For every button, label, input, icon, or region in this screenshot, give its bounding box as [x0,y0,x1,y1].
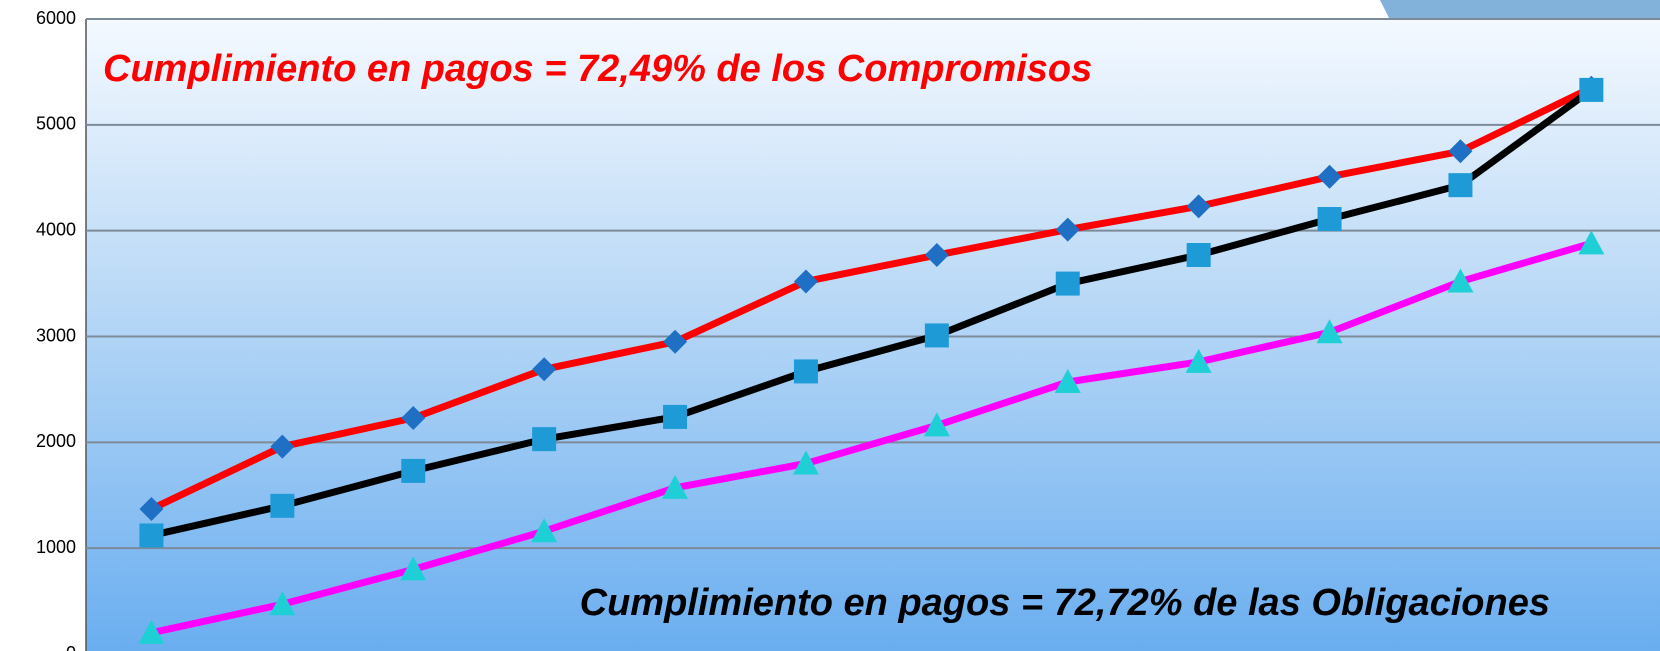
marker [1317,164,1342,189]
marker [663,329,688,354]
marker [1054,369,1081,394]
marker [793,359,818,384]
series-line [150,87,1594,539]
marker [1579,77,1604,102]
marker [270,434,295,459]
y-tick-label: 2000 [36,431,76,451]
marker [139,497,164,522]
y-tick-label: 6000 [36,8,76,28]
marker [924,323,949,348]
marker [1055,217,1080,242]
marker [400,556,427,581]
marker [792,450,819,475]
marker [1578,230,1605,255]
marker [139,523,164,548]
marker [532,357,557,382]
marker [663,404,688,429]
marker [923,412,950,437]
marker [1186,194,1211,219]
marker [1317,207,1342,232]
decoration [1380,0,1660,20]
marker [531,518,558,543]
marker [1448,173,1473,198]
y-tick-label: 1000 [36,537,76,557]
marker [269,591,296,616]
y-tick-label: 3000 [36,325,76,345]
marker [662,474,689,499]
marker [138,619,165,644]
y-tick-label: 5000 [36,114,76,134]
series-line [149,84,1593,513]
y-tick-label: 0 [66,643,76,651]
plot-background [86,19,1660,651]
marker [1316,319,1343,344]
annotation: Cumplimiento en pagos = 72,49% de los Co… [103,48,1092,90]
marker [401,405,426,430]
marker [1186,243,1211,268]
marker [924,243,949,268]
marker [1447,268,1474,293]
marker [532,427,557,452]
marker [1448,139,1473,164]
y-tick-label: 4000 [36,219,76,239]
annotation: Cumplimiento en pagos = 72,72% de las Ob… [580,582,1550,624]
marker [1055,271,1080,296]
series-line [150,240,1593,637]
marker [401,458,426,483]
marker [270,493,295,518]
marker [793,269,818,294]
marker [1185,348,1212,373]
